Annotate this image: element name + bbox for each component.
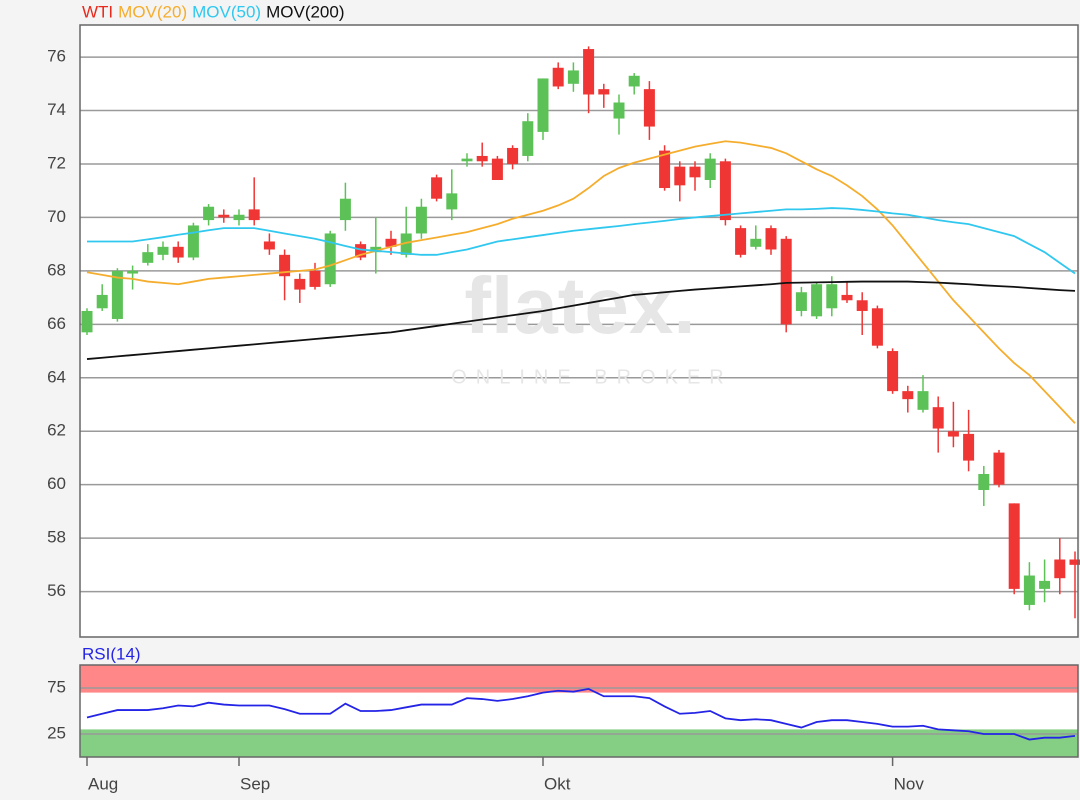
- candle-body: [355, 244, 367, 258]
- candle-body: [917, 391, 929, 410]
- candle-body: [218, 214, 230, 218]
- legend-entry: RSI(14): [82, 644, 141, 663]
- candle-body: [461, 158, 473, 162]
- watermark-logo: flatex.: [464, 261, 695, 350]
- candle-body: [1069, 559, 1080, 565]
- candle-body: [339, 198, 351, 221]
- candle-body: [324, 233, 336, 285]
- legend-entry: MOV(50): [192, 2, 261, 21]
- candle-body: [1023, 575, 1035, 605]
- candle-body: [689, 166, 701, 178]
- candle-body: [491, 158, 503, 181]
- moving-average: [86, 140, 1076, 424]
- candle-body: [567, 70, 579, 84]
- y-tick-label: 58: [47, 528, 66, 547]
- candle-body: [157, 246, 169, 255]
- candle-body: [902, 391, 914, 400]
- candle-body: [446, 193, 458, 210]
- candle-body: [750, 238, 762, 247]
- candle-body: [142, 252, 154, 263]
- moving-average: [87, 207, 1076, 275]
- candle-body: [643, 89, 655, 127]
- y-tick-label: 62: [47, 421, 66, 440]
- candle-body: [203, 206, 215, 221]
- candle-body: [735, 228, 747, 255]
- candle-body: [522, 121, 534, 156]
- candle-body: [476, 155, 488, 162]
- candle-body: [415, 206, 427, 234]
- candle-body: [400, 233, 412, 255]
- y-tick-label: 75: [47, 677, 66, 696]
- moving-average: [86, 280, 1076, 360]
- candle-body: [248, 209, 260, 221]
- x-tick-label: Sep: [240, 774, 270, 793]
- watermark-tagline: ONLINE BROKER: [451, 366, 732, 388]
- y-tick-label: 68: [47, 260, 66, 279]
- candle-body: [187, 225, 199, 258]
- candle-body: [598, 89, 610, 95]
- candle-body: [1054, 559, 1066, 579]
- x-tick-label: Okt: [544, 774, 571, 793]
- candle-body: [780, 238, 792, 325]
- rsi-line: [86, 687, 1076, 741]
- candle-body: [172, 246, 184, 258]
- candle-body: [978, 473, 990, 491]
- candle-body: [1039, 580, 1051, 589]
- y-tick-label: 66: [47, 314, 66, 333]
- y-tick-label: 76: [47, 47, 66, 66]
- plot-border: [79, 24, 1079, 638]
- candle-body: [659, 150, 671, 189]
- candle-body: [507, 147, 519, 164]
- candle-body: [993, 452, 1005, 485]
- candle-body: [628, 75, 640, 87]
- candle-body: [537, 78, 549, 132]
- legend-entry: MOV(20): [118, 2, 187, 21]
- candle-body: [704, 158, 716, 181]
- candle-body: [552, 67, 564, 87]
- x-tick-label: Aug: [88, 774, 118, 793]
- candle-body: [674, 166, 686, 186]
- candle-body: [963, 433, 975, 461]
- y-tick-label: 64: [47, 367, 66, 386]
- y-tick-label: 70: [47, 207, 66, 226]
- candle-body: [309, 270, 321, 287]
- candle-body: [795, 292, 807, 311]
- candle-body: [841, 294, 853, 301]
- candle-body: [613, 102, 625, 119]
- candle-body: [826, 284, 838, 309]
- y-tick-label: 72: [47, 153, 66, 172]
- candle-body: [385, 238, 397, 247]
- candle-body: [856, 300, 868, 311]
- legend-entry: WTI: [82, 2, 113, 21]
- legend-entry: MOV(200): [266, 2, 344, 21]
- candle-body: [719, 161, 731, 221]
- candle-body: [233, 214, 245, 221]
- plot-border: [79, 664, 1079, 758]
- candle-body: [96, 294, 108, 309]
- candle-body: [947, 431, 959, 437]
- candle-body: [294, 278, 306, 290]
- candle-body: [279, 254, 291, 277]
- candle-body: [81, 310, 93, 333]
- candle-body: [932, 407, 944, 429]
- candle-body: [765, 228, 777, 250]
- candle-body: [887, 351, 899, 392]
- plot-area: [80, 25, 1078, 637]
- y-tick-label: 25: [47, 723, 66, 742]
- candle-body: [431, 177, 443, 199]
- candle-body: [127, 270, 139, 274]
- candle-body: [263, 241, 275, 250]
- candle-body: [370, 246, 382, 253]
- candle-body: [1008, 503, 1020, 589]
- y-tick-label: 74: [47, 100, 66, 119]
- candle-body: [111, 270, 123, 319]
- candle-body: [811, 284, 823, 317]
- candle-body: [871, 308, 883, 346]
- y-tick-label: 56: [47, 581, 66, 600]
- y-tick-label: 60: [47, 474, 66, 493]
- candle-body: [583, 49, 595, 95]
- x-tick-label: Nov: [894, 774, 925, 793]
